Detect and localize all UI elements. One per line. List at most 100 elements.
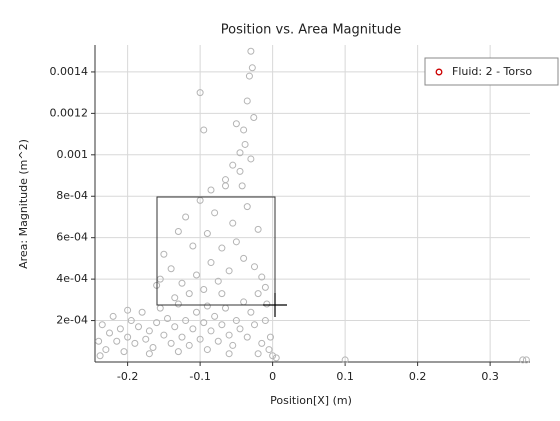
- plot-area: -0.2 -0.1 0 0.1 0.2 0.3 2e-04 4e-04 6e-04 8e-04 0.…: [50, 45, 530, 383]
- point: [261, 317, 269, 325]
- point: [189, 242, 197, 250]
- point: [156, 304, 164, 312]
- point: [193, 271, 200, 279]
- point: [265, 346, 273, 354]
- point: [243, 97, 251, 105]
- point: [236, 325, 244, 333]
- point: [145, 327, 153, 335]
- x-tick-label: -0.2: [117, 370, 138, 383]
- point: [127, 317, 135, 325]
- point: [207, 259, 215, 267]
- y-tick-label: 2e-04: [56, 314, 88, 327]
- point: [218, 321, 226, 329]
- y-tick-label: 6e-04: [56, 231, 88, 244]
- point: [142, 335, 150, 343]
- point: [200, 319, 208, 327]
- point: [243, 203, 251, 211]
- point: [218, 244, 226, 252]
- zoom-box: [156, 196, 276, 306]
- point: [160, 331, 168, 339]
- cursor: [263, 293, 287, 317]
- point: [138, 308, 146, 316]
- point: [200, 285, 208, 293]
- point: [236, 149, 244, 157]
- point: [124, 333, 132, 341]
- point: [124, 306, 132, 314]
- point: [200, 126, 208, 134]
- point: [232, 317, 240, 325]
- point: [106, 329, 113, 337]
- point: [203, 230, 211, 238]
- point: [193, 308, 200, 316]
- point: [178, 333, 186, 341]
- point: [229, 341, 237, 349]
- point: [160, 250, 168, 258]
- point: [218, 290, 226, 298]
- point: [145, 350, 153, 358]
- point: [238, 182, 246, 190]
- point: [243, 333, 251, 341]
- point: [174, 300, 182, 308]
- point: [102, 346, 110, 354]
- point: [225, 350, 233, 358]
- point: [203, 302, 211, 310]
- point: [240, 126, 248, 134]
- point: [248, 64, 256, 72]
- point: [222, 182, 229, 190]
- point: [149, 343, 157, 351]
- point: [167, 265, 175, 273]
- y-tick-label: 0.0012: [50, 106, 89, 119]
- point: [250, 114, 258, 122]
- x-tick-label: -0.1: [189, 370, 210, 383]
- x-tick-label: 0.3: [481, 370, 499, 383]
- point: [116, 325, 124, 333]
- point: [207, 327, 215, 335]
- point: [153, 319, 161, 327]
- point: [171, 323, 179, 331]
- point: [519, 356, 527, 364]
- point: [229, 219, 237, 227]
- legend: Fluid: 2 - Torso: [424, 57, 559, 86]
- point: [120, 348, 128, 356]
- point: [522, 356, 530, 364]
- point: [167, 339, 175, 347]
- y-axis-label: Area: Magnitude (m^2): [17, 139, 30, 269]
- point: [254, 225, 262, 233]
- point: [251, 321, 258, 329]
- point: [207, 186, 215, 194]
- point: [185, 290, 193, 298]
- y-tick-label: 4e-04: [56, 272, 88, 285]
- point: [135, 323, 142, 331]
- point: [164, 314, 171, 322]
- point: [258, 273, 266, 281]
- point: [261, 283, 269, 291]
- point: [98, 321, 106, 329]
- point: [113, 337, 121, 345]
- point: [211, 312, 219, 320]
- point: [196, 335, 204, 343]
- point: [182, 317, 190, 325]
- point: [185, 341, 193, 349]
- point: [225, 267, 233, 275]
- y-tick-label: 0.001: [57, 148, 89, 161]
- point: [269, 352, 277, 360]
- point: [96, 352, 104, 360]
- x-tick-label: 0: [269, 370, 276, 383]
- point: [241, 140, 249, 148]
- point: [174, 348, 182, 356]
- legend-marker: [435, 68, 443, 76]
- point: [236, 167, 244, 175]
- x-tick-label: 0.1: [336, 370, 354, 383]
- point: [251, 263, 258, 271]
- point: [341, 356, 349, 364]
- point: [232, 238, 240, 246]
- point: [272, 354, 280, 362]
- point: [245, 72, 253, 80]
- point: [182, 213, 190, 221]
- point: [232, 120, 240, 128]
- point: [196, 89, 204, 97]
- point: [225, 331, 233, 339]
- point: [229, 161, 237, 169]
- x-tick-label: 0.2: [409, 370, 427, 383]
